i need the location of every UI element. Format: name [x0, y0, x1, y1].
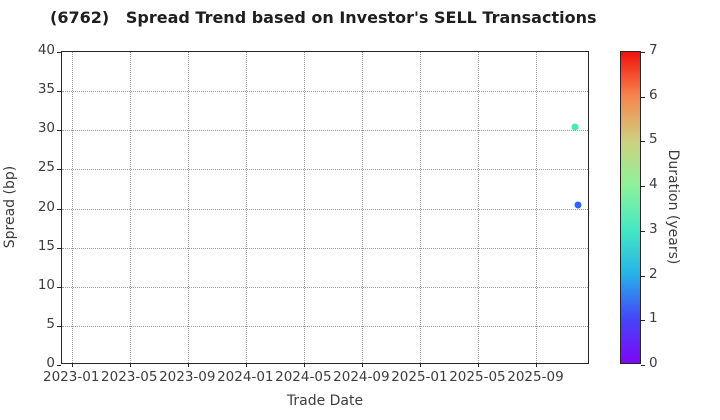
- y-tick-label: 35: [37, 81, 55, 98]
- colorbar-tick: [641, 230, 645, 232]
- y-tick-label: 25: [37, 159, 55, 176]
- y-grid-line: [62, 130, 588, 132]
- x-axis-tick: [478, 363, 480, 367]
- colorbar-tick-label: 0: [649, 355, 658, 371]
- colorbar-tick: [641, 320, 645, 322]
- y-grid-line: [62, 208, 588, 210]
- colorbar-tick: [641, 52, 645, 53]
- x-grid-line: [536, 52, 538, 363]
- x-grid-line: [188, 52, 190, 363]
- plot-area: [57, 51, 589, 367]
- x-axis-tick: [130, 363, 132, 367]
- colorbar-tick-label: 7: [649, 42, 658, 58]
- x-grid-line: [246, 52, 248, 363]
- colorbar: [620, 51, 645, 366]
- chart-title: (6762) Spread Trend based on Investor's …: [50, 8, 597, 27]
- x-axis-tick: [362, 363, 364, 367]
- y-tick-label: 0: [46, 355, 55, 371]
- x-tick-label: 2025-01: [391, 369, 448, 385]
- colorbar-tick: [641, 275, 645, 277]
- y-grid-line: [62, 325, 588, 327]
- x-grid-line: [304, 52, 306, 363]
- colorbar-tick: [641, 186, 645, 188]
- x-grid-line: [478, 52, 480, 363]
- x-axis-tick: [304, 363, 306, 367]
- y-tick-label: 40: [37, 42, 55, 58]
- x-grid-line: [362, 52, 364, 363]
- y-axis-tick: [57, 286, 61, 288]
- colorbar-tick: [641, 365, 645, 366]
- x-tick-label: 2023-09: [159, 369, 216, 385]
- colorbar-label: Duration (years): [665, 149, 681, 265]
- x-axis-tick: [72, 363, 74, 367]
- y-axis-tick: [57, 169, 61, 171]
- colorbar-tick-label: 5: [649, 131, 658, 148]
- y-axis-tick: [57, 52, 61, 53]
- colorbar-tick-label: 4: [649, 176, 658, 193]
- y-tick-label: 5: [46, 315, 55, 332]
- y-axis-tick: [57, 208, 61, 210]
- x-axis-tick: [536, 363, 538, 367]
- colorbar-tick: [641, 141, 645, 143]
- x-tick-label: 2024-09: [333, 369, 390, 385]
- y-grid-line: [62, 91, 588, 93]
- x-axis-tick: [188, 363, 190, 367]
- colorbar-tick-label: 3: [649, 220, 658, 237]
- x-tick-label: 2024-01: [217, 369, 274, 385]
- x-tick-label: 2024-05: [275, 369, 332, 385]
- x-axis-label: Trade Date: [286, 393, 364, 409]
- y-tick-label: 20: [37, 198, 55, 215]
- colorbar-tick-label: 1: [649, 310, 658, 327]
- x-axis-tick: [246, 363, 248, 367]
- x-tick-label: 2025-05: [449, 369, 506, 385]
- data-point: [571, 123, 579, 131]
- x-tick-label: 2023-01: [43, 369, 100, 385]
- x-grid-line: [420, 52, 422, 363]
- y-axis-tick: [57, 365, 61, 366]
- x-grid-line: [130, 52, 132, 363]
- x-axis-tick: [420, 363, 422, 367]
- y-axis-tick: [57, 130, 61, 132]
- y-axis-tick: [57, 247, 61, 249]
- x-grid-line: [72, 52, 74, 363]
- y-tick-label: 30: [37, 120, 55, 137]
- y-axis-tick: [57, 91, 61, 93]
- x-tick-label: 2025-09: [507, 369, 564, 385]
- y-axis-tick: [57, 325, 61, 327]
- data-point: [574, 201, 582, 209]
- y-tick-label: 15: [37, 237, 55, 254]
- colorbar-tick: [641, 96, 645, 98]
- y-grid-line: [62, 286, 588, 288]
- colorbar-gradient: [621, 52, 640, 363]
- y-grid-line: [62, 247, 588, 249]
- colorbar-tick-label: 2: [649, 265, 658, 282]
- y-grid-line: [62, 169, 588, 171]
- colorbar-tick-label: 6: [649, 86, 658, 103]
- y-tick-label: 10: [37, 276, 55, 293]
- x-tick-label: 2023-05: [101, 369, 158, 385]
